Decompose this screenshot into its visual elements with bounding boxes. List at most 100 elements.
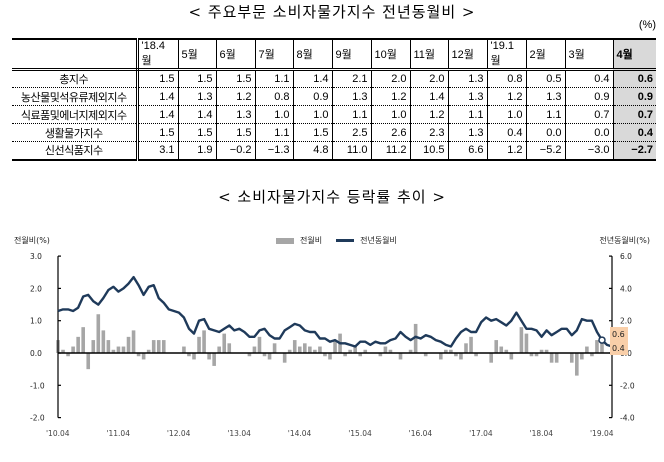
left-tick-label: 0.0 — [30, 349, 42, 358]
table-cell: 2.5 — [331, 123, 371, 142]
mom-bar — [252, 346, 257, 353]
mom-bar — [141, 353, 146, 360]
mom-bar — [313, 349, 317, 353]
column-header: '19.1월 — [486, 38, 526, 71]
mom-bar — [378, 353, 383, 357]
legend-bar-swatch — [276, 237, 294, 244]
x-tick-label: '19.04 — [590, 429, 614, 438]
table-cell: 1.3 — [331, 87, 371, 106]
mom-bar — [595, 340, 599, 353]
mom-bar — [383, 346, 388, 353]
table-cell: 6.6 — [447, 141, 487, 161]
table-cell: 1.3 — [177, 87, 216, 106]
table-cell: 1.4 — [136, 87, 178, 106]
mom-bar — [76, 336, 80, 353]
x-tick-label: '15.04 — [348, 429, 372, 438]
table-cell: 0.0 — [525, 123, 565, 142]
mom-bar — [146, 349, 151, 353]
chart-title: < 소비자물가지수 등락률 추이 > — [218, 188, 446, 206]
table-cell: −2.7 — [612, 141, 656, 161]
table-cell: 2.6 — [370, 123, 410, 142]
x-tick-label: '16.04 — [409, 429, 433, 438]
mom-bar — [222, 333, 227, 353]
mom-bar — [86, 353, 91, 370]
row-label: 생활물가지수 — [12, 123, 139, 142]
cpi-chart: 3.02.01.00.0-1.0-2.06.04.02.00.0-2.0-4.0… — [30, 252, 635, 438]
table-cell: 1.4 — [409, 87, 448, 106]
table-cell: 0.4 — [564, 69, 613, 88]
mom-bar — [494, 340, 499, 353]
mom-bar — [539, 349, 544, 353]
last-point-marker — [598, 336, 606, 344]
x-tick-label: '17.04 — [469, 429, 493, 438]
table-cell: 3.1 — [136, 141, 178, 161]
row-label: 식료품및에너지제외지수 — [12, 105, 139, 124]
table-row: 총지수 1.5 1.5 1.5 1.1 1.4 2.1 2.0 2.0 1.3 0.8 0.5 0.4 0… — [12, 69, 656, 88]
left-axis-title: 전월비(%) — [14, 236, 50, 245]
table-cell: 1.5 — [215, 123, 255, 142]
mom-bar — [353, 346, 357, 353]
table-cell: 1.4 — [292, 69, 332, 88]
mom-bar — [131, 330, 136, 353]
right-tick-label: 2.0 — [620, 317, 632, 326]
table-cell: 1.5 — [177, 123, 216, 142]
mom-bar — [212, 353, 216, 366]
mom-bar — [358, 353, 363, 357]
legend-line-swatch — [336, 239, 355, 242]
table-cell: −3.0 — [564, 141, 613, 161]
column-header: 2월 — [525, 38, 565, 71]
table-cell: −1.3 — [254, 141, 293, 161]
cpi-table: '18.4월 5월 6월 7월 8월 9월 10월 11월 12월 '19.1월 2월 3월 4월 총지… — [12, 38, 656, 161]
column-header: 5월 — [177, 38, 216, 71]
table-cell: 4.8 — [292, 141, 332, 161]
table-cell: 1.1 — [254, 123, 293, 142]
mom-bar — [600, 340, 604, 353]
table-cell: 10.5 — [409, 141, 448, 161]
mom-bar — [71, 346, 75, 353]
table-cell: 2.1 — [331, 69, 371, 88]
mom-bar — [343, 353, 347, 357]
mom-bar — [187, 353, 191, 357]
table-cell: 0.4 — [612, 123, 656, 142]
mom-bar — [519, 327, 524, 353]
right-axis-title: 전년동월비(%) — [599, 236, 650, 245]
mom-bar — [524, 333, 529, 353]
column-header: 9월 — [331, 38, 371, 71]
table-cell: 1.3 — [447, 87, 487, 106]
table-cell: 1.5 — [136, 123, 178, 142]
x-tick-label: '14.04 — [288, 429, 312, 438]
mom-bar — [81, 327, 85, 353]
table-cell: 1.5 — [292, 123, 332, 142]
column-header: 3월 — [564, 38, 613, 71]
mom-bar — [297, 346, 302, 353]
table-cell: 1.3 — [447, 123, 487, 142]
mom-bar — [197, 336, 201, 353]
row-label: 총지수 — [12, 69, 139, 88]
mom-bar — [408, 349, 413, 353]
right-tick-label: 4.0 — [620, 284, 632, 293]
left-tick-label: 2.0 — [30, 284, 42, 293]
mom-bar — [66, 353, 70, 357]
column-header: 7월 — [254, 38, 293, 71]
mom-bar — [247, 353, 252, 357]
table-cell: 0.7 — [612, 105, 656, 124]
mom-bar — [509, 353, 514, 360]
table-cell: 1.0 — [486, 105, 526, 124]
mom-bar — [499, 346, 504, 353]
table-row: 신선식품지수 3.1 1.9 −0.2 −1.3 4.8 11.0 11.2 10.5 6.6 1.… — [12, 141, 656, 161]
mom-bar — [464, 343, 468, 353]
table-cell: 0.8 — [486, 69, 526, 88]
mom-bar — [151, 340, 156, 353]
mom-bar — [423, 353, 428, 357]
row-label: 신선식품지수 — [12, 141, 139, 161]
table-cell: 1.2 — [370, 87, 410, 106]
right-tick-label: 6.0 — [620, 252, 632, 261]
table-title: < 주요부문 소비자물가지수 전년동월비 > — [188, 3, 476, 21]
table-cell: 1.0 — [292, 105, 332, 124]
mom-bar — [398, 353, 403, 360]
table-cell: 11.2 — [370, 141, 410, 161]
mom-bar — [469, 336, 473, 353]
table-cell: 0.9 — [612, 87, 656, 106]
table-cell: 1.4 — [136, 105, 178, 124]
table-cell: 1.3 — [525, 87, 565, 106]
